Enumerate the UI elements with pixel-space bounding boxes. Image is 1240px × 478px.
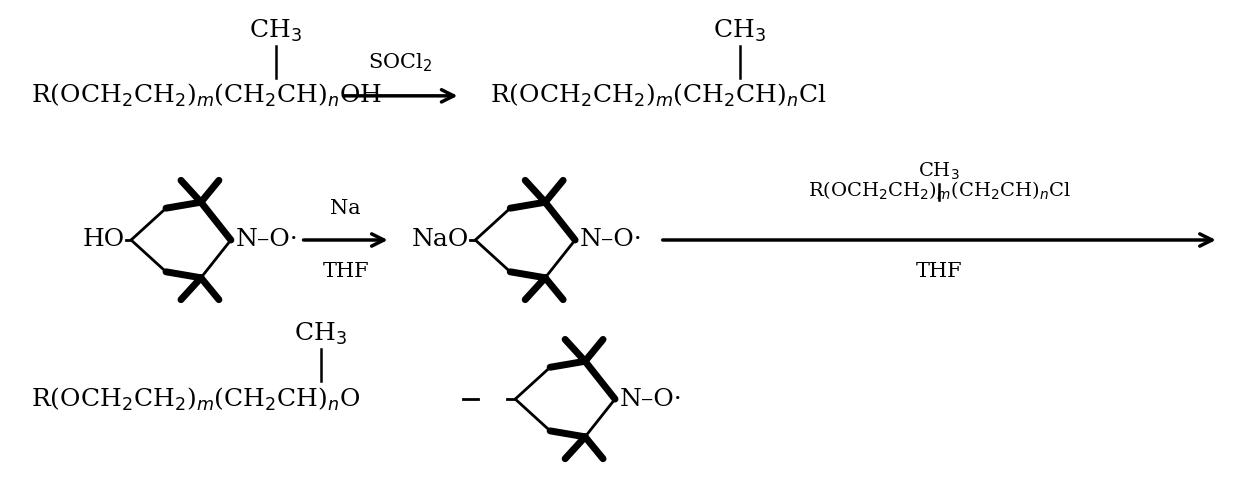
Text: THF: THF	[916, 262, 962, 281]
Text: CH$_3$: CH$_3$	[713, 18, 766, 44]
Text: R(OCH$_2$CH$_2$)$_m$(CH$_2$CH)$_n$Cl: R(OCH$_2$CH$_2$)$_m$(CH$_2$CH)$_n$Cl	[490, 82, 827, 109]
Text: R(OCH$_2$CH$_2$)$_m$(CH$_2$CH)$_n$Cl: R(OCH$_2$CH$_2$)$_m$(CH$_2$CH)$_n$Cl	[807, 180, 1071, 202]
Text: R(OCH$_2$CH$_2$)$_m$(CH$_2$CH)$_n$O: R(OCH$_2$CH$_2$)$_m$(CH$_2$CH)$_n$O	[31, 385, 361, 413]
Text: Na: Na	[330, 199, 361, 218]
Text: CH$_3$: CH$_3$	[249, 18, 303, 44]
Text: N–O·: N–O·	[580, 228, 642, 251]
Text: CH$_3$: CH$_3$	[294, 321, 347, 348]
Text: HO: HO	[83, 228, 125, 251]
Text: CH$_3$: CH$_3$	[919, 161, 960, 182]
Text: SOCl$_2$: SOCl$_2$	[368, 51, 433, 74]
Text: N–O·: N–O·	[236, 228, 299, 251]
Text: N–O·: N–O·	[620, 388, 683, 411]
Text: THF: THF	[322, 262, 370, 281]
Text: R(OCH$_2$CH$_2$)$_m$(CH$_2$CH)$_n$OH: R(OCH$_2$CH$_2$)$_m$(CH$_2$CH)$_n$OH	[31, 82, 382, 109]
Text: NaO: NaO	[412, 228, 469, 251]
